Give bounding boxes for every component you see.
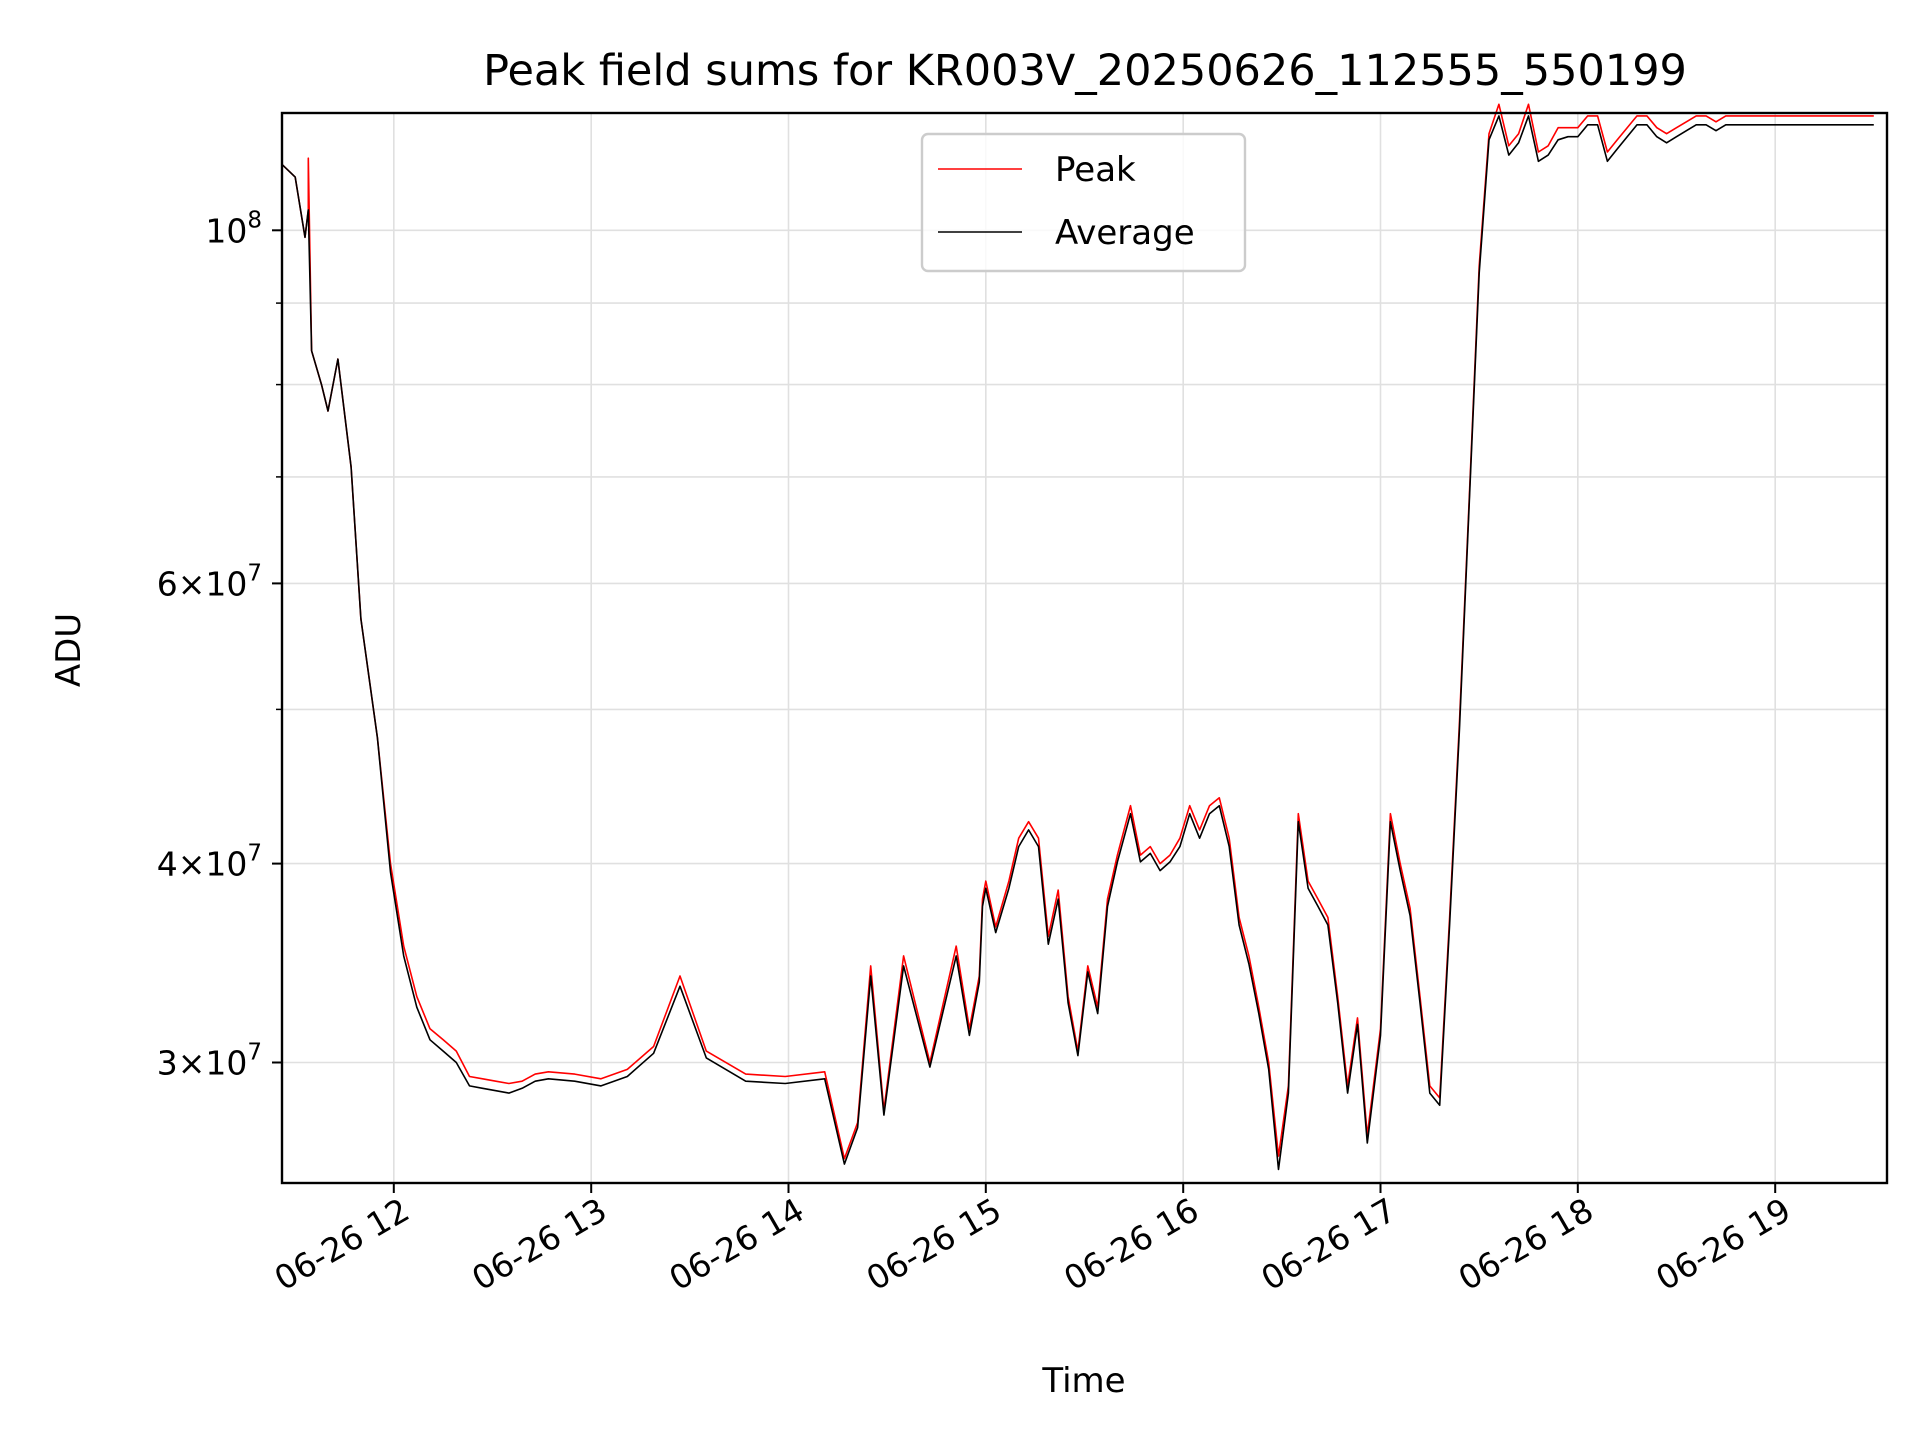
x-axis-label: Time — [1041, 1361, 1125, 1401]
series-line-peak — [281, 103, 1874, 1160]
legend-label-average: Average — [1055, 213, 1195, 253]
legend-label-peak: Peak — [1055, 150, 1136, 190]
y-tick-label: 3×107 — [157, 1040, 262, 1083]
plot-frame — [280, 111, 1889, 1185]
y-tick-label: 6×107 — [157, 560, 262, 603]
grid-layer — [282, 113, 1887, 1183]
series-layer — [281, 103, 1874, 1171]
chart-title: Peak field sums for KR003V_20250626_1125… — [483, 46, 1687, 96]
y-axis-label: ADU — [49, 613, 89, 687]
y-tick-label: 108 — [205, 207, 262, 250]
series-line-average — [281, 115, 1874, 1171]
legend: Peak Average — [920, 132, 1247, 273]
y-tick-label: 4×107 — [157, 841, 262, 884]
